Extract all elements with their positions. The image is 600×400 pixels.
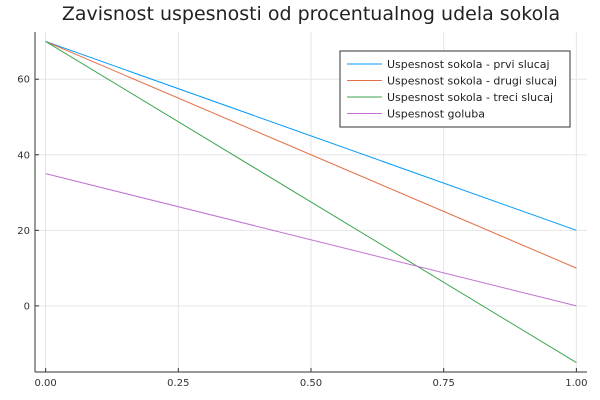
- legend-label-4: Uspesnost goluba: [387, 108, 485, 121]
- axes: 0.00 0.25 0.50 0.75 1.00 0 20 40 60: [17, 32, 588, 389]
- x-tick-label: 0.75: [433, 378, 455, 389]
- legend: Uspesnost sokola - prvi slucaj Uspesnost …: [339, 50, 571, 128]
- series-line-1: [45, 40, 577, 231]
- series-lines: [45, 40, 577, 363]
- legend-label-2: Uspesnost sokola - drugi slucaj: [387, 75, 557, 88]
- y-tick-label: 0: [24, 301, 30, 312]
- y-tick-label: 40: [17, 150, 30, 161]
- chart-title: Zavisnost uspesnosti od procentualnog ud…: [62, 3, 560, 25]
- legend-label-3: Uspesnost sokola - treci slucaj: [387, 91, 553, 104]
- legend-label-1: Uspesnost sokola - prvi slucaj: [387, 58, 550, 71]
- x-tick-label: 0.00: [34, 378, 56, 389]
- x-tick-label: 1.00: [565, 378, 587, 389]
- x-tick-label: 0.25: [167, 378, 189, 389]
- series-line-2: [45, 40, 577, 269]
- series-line-3: [45, 41, 577, 363]
- y-tick-label: 60: [17, 75, 30, 86]
- x-tick-label: 0.50: [300, 378, 322, 389]
- series-line-4: [45, 173, 577, 307]
- y-tick-label: 20: [17, 226, 30, 237]
